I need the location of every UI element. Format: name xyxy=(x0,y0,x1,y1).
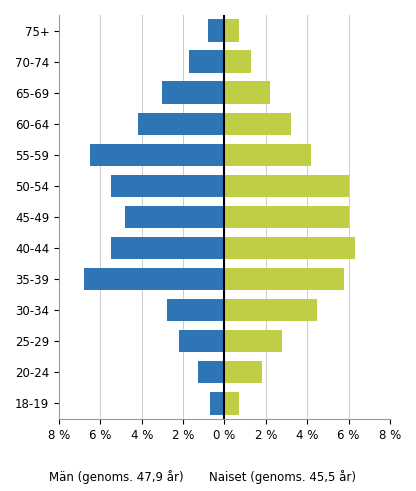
Bar xyxy=(84,268,224,290)
Bar xyxy=(90,144,224,166)
Bar xyxy=(224,392,239,414)
Bar xyxy=(224,112,291,135)
Bar xyxy=(224,299,317,321)
Bar xyxy=(224,144,311,166)
Text: Män (genoms. 47,9 år): Män (genoms. 47,9 år) xyxy=(49,470,184,484)
Bar xyxy=(224,268,344,290)
Bar xyxy=(208,19,224,42)
Bar xyxy=(224,330,282,353)
Bar xyxy=(224,82,270,104)
Bar xyxy=(224,206,349,228)
Bar xyxy=(224,361,262,383)
Text: Naiset (genoms. 45,5 år): Naiset (genoms. 45,5 år) xyxy=(209,470,357,484)
Bar xyxy=(224,237,355,259)
Bar xyxy=(162,82,224,104)
Bar xyxy=(138,112,224,135)
Bar xyxy=(224,51,251,73)
Bar xyxy=(224,19,239,42)
Bar xyxy=(189,51,224,73)
Bar xyxy=(179,330,224,353)
Bar xyxy=(210,392,224,414)
Bar xyxy=(125,206,224,228)
Bar xyxy=(224,175,349,197)
Bar xyxy=(111,175,224,197)
Bar xyxy=(111,237,224,259)
Bar xyxy=(198,361,224,383)
Bar xyxy=(166,299,224,321)
